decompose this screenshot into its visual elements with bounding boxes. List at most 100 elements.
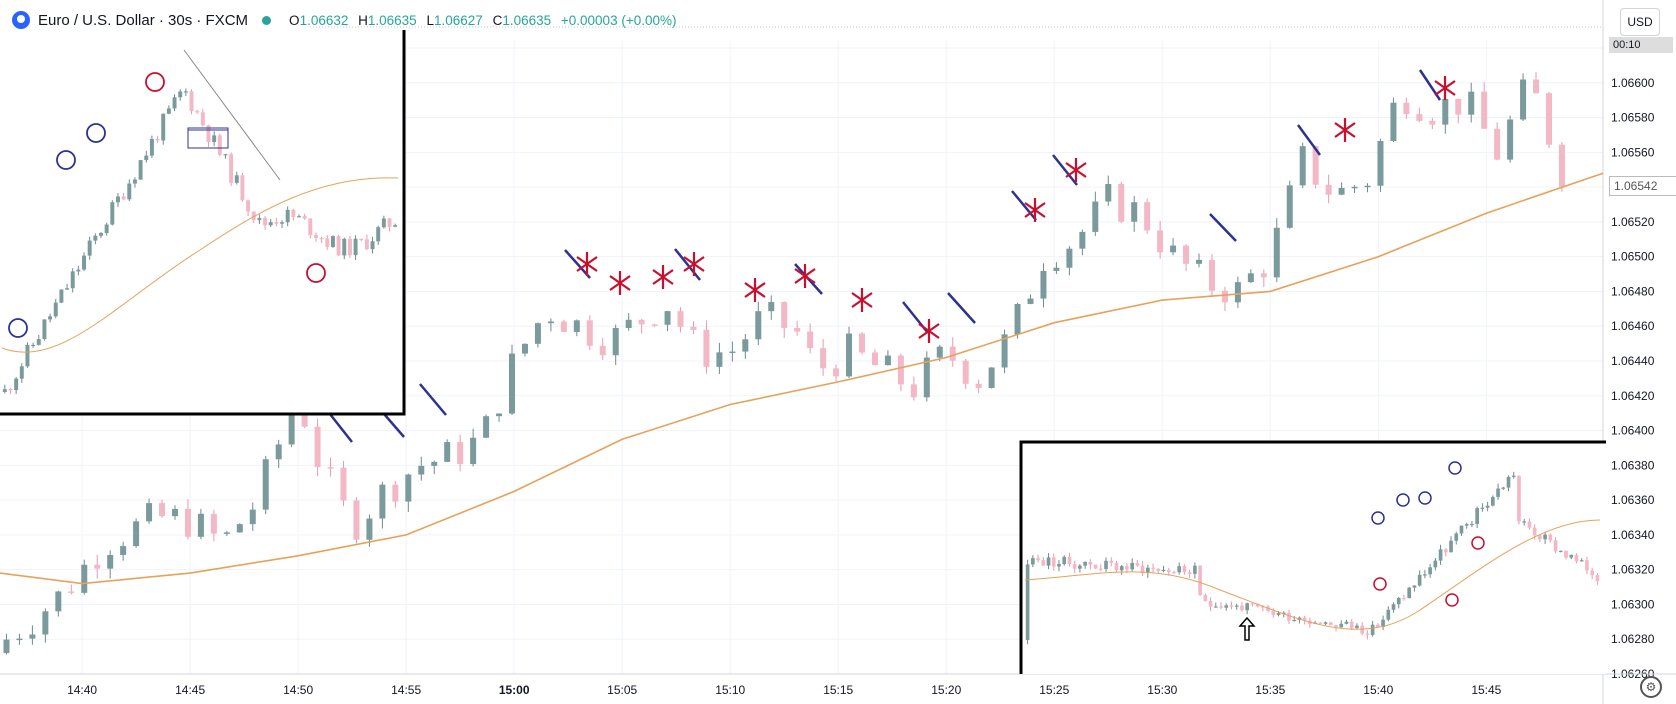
- inset-circle-mark: [145, 72, 165, 92]
- x-star-stroke: [1024, 202, 1046, 218]
- inset-candle-body: [1182, 566, 1187, 573]
- inset-candle-body: [115, 196, 120, 203]
- candle-body: [1157, 230, 1164, 253]
- inset-candle-body: [1328, 622, 1333, 626]
- inset-candle-body: [1412, 585, 1417, 588]
- candle-body: [768, 302, 775, 312]
- candle-body: [1247, 273, 1254, 283]
- candle-body: [1403, 102, 1410, 115]
- inset-candle-body: [1349, 621, 1354, 628]
- candle-body: [521, 343, 528, 354]
- inset-candle-body: [336, 236, 341, 256]
- candle-body: [794, 327, 801, 332]
- inset-candle-body: [1381, 619, 1385, 628]
- candle-body: [262, 459, 269, 510]
- symbol-title[interactable]: Euro / U.S. Dollar · 30s · FXCM: [38, 11, 249, 29]
- candle-body: [146, 503, 153, 522]
- candle-body: [1558, 144, 1565, 187]
- inset-candle-body: [1553, 540, 1558, 552]
- x-star-mark: [1434, 76, 1456, 100]
- inset-candle-body: [1025, 564, 1030, 640]
- inset-panels: [0, 28, 1606, 674]
- price-tick-label: 1.06420: [1611, 389, 1655, 403]
- inset-candle-body: [1433, 560, 1438, 568]
- x-star-stroke: [576, 256, 598, 272]
- inset-candle-body: [1396, 597, 1401, 605]
- inset-candle-body: [251, 211, 256, 221]
- inset-candle-body: [1240, 605, 1244, 611]
- moving-average: [0, 172, 1604, 585]
- candle-body: [547, 321, 554, 324]
- price-tick-label: 1.06300: [1611, 597, 1655, 611]
- price-axis[interactable]: 1.066201.066001.065801.065601.065401.065…: [1602, 0, 1655, 704]
- inset-candle-body: [376, 227, 381, 242]
- ohlc-open-value: 1.06632: [299, 12, 349, 28]
- inset-circle-mark: [1418, 491, 1432, 505]
- candle-body: [1105, 183, 1112, 202]
- inset-candle-body: [1548, 534, 1553, 541]
- time-tick-label: 14:55: [391, 683, 421, 697]
- currency-selector[interactable]: USD: [1620, 8, 1660, 36]
- market-status-icon: [262, 15, 272, 25]
- candle-body: [1273, 227, 1280, 278]
- inset-candle-body: [1595, 575, 1600, 582]
- candle-body: [120, 546, 127, 555]
- price-tick-label: 1.06460: [1611, 319, 1655, 333]
- candle-body: [1520, 79, 1527, 120]
- candle-body: [94, 564, 101, 569]
- inset-candle-body: [1402, 597, 1406, 600]
- x-star-mark: [851, 288, 873, 312]
- candle-body: [897, 355, 904, 385]
- settings-gear-icon[interactable]: ⚙: [1640, 676, 1662, 698]
- candle-body: [1455, 98, 1462, 115]
- x-star-mark: [1024, 198, 1046, 222]
- x-star-stroke: [1334, 122, 1356, 138]
- candle-body: [846, 333, 853, 377]
- ohlc-close-value: 1.06635: [502, 12, 552, 28]
- price-tick-label: 1.06280: [1611, 632, 1655, 646]
- trend-slash-mark: [1296, 124, 1322, 156]
- inset-candle-body: [359, 238, 364, 240]
- inset-candle-body: [240, 175, 245, 201]
- inset-candle-body: [223, 154, 228, 156]
- inset-candle-body: [1151, 567, 1155, 569]
- inset-right-frame: [1019, 440, 1606, 674]
- inset-candle-body: [387, 218, 392, 227]
- inset-candle-body: [370, 241, 375, 250]
- inset-candle-body: [1569, 554, 1574, 558]
- inset-candle-body: [1564, 550, 1568, 558]
- candle-body: [1014, 303, 1021, 335]
- candle-body: [884, 355, 891, 366]
- candle-body: [184, 508, 191, 537]
- x-star-mark: [744, 278, 766, 302]
- candle-body: [236, 524, 243, 533]
- ohlc-low-key: L: [426, 12, 434, 28]
- annotation-marks: [325, 69, 1456, 443]
- inset-candle-body: [1125, 566, 1129, 570]
- inset-candle-body: [381, 218, 386, 228]
- time-tick-label: 15:20: [931, 683, 961, 697]
- inset-candle-body: [1339, 623, 1344, 628]
- price-tick-label: 1.06520: [1611, 215, 1655, 229]
- inset-candle-body: [1407, 587, 1412, 599]
- candle-body: [820, 348, 827, 369]
- time-axis[interactable]: 14:40 14:45 14:50 14:55 15:00 15:05 15:10 15:15…: [0, 673, 1676, 697]
- chart-legend: Euro / U.S. Dollar · 30s · FXCM O1.06632…: [0, 0, 676, 40]
- inset-candle-body: [1506, 476, 1511, 488]
- time-tick-label: 15:25: [1039, 683, 1069, 697]
- candle-body: [949, 346, 956, 361]
- candle-body: [81, 564, 88, 593]
- candle-body: [664, 311, 671, 325]
- inset-candle-body: [1281, 612, 1286, 614]
- inset-candle-body: [195, 111, 200, 113]
- price-tick-label: 1.06380: [1611, 458, 1655, 472]
- candle-body: [1442, 98, 1449, 125]
- inset-candle-body: [1391, 604, 1396, 610]
- inset-candle-body: [1449, 540, 1453, 553]
- inset-candle-body: [82, 255, 87, 270]
- inset-candle-body: [291, 209, 296, 217]
- inset-left-frame: [0, 30, 406, 416]
- inset-candle-body: [1417, 574, 1422, 586]
- inset-candle-body: [1161, 569, 1166, 572]
